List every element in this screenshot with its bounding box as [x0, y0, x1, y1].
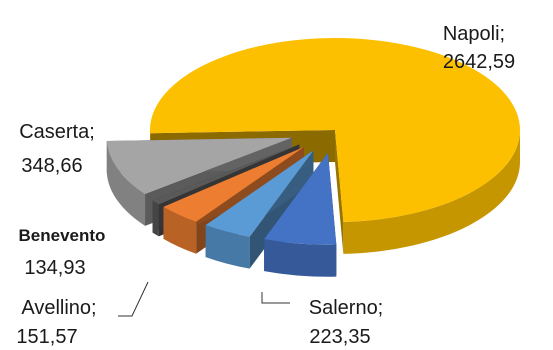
- slice-salerno-top: [264, 152, 337, 245]
- pie-slices: [106, 38, 520, 277]
- slice-benevento-rim-0: [163, 206, 197, 254]
- label-avellino-value: 151,57: [16, 326, 77, 348]
- slice-avellino-rim-0: [205, 225, 250, 269]
- slice-benevento-top: [163, 146, 304, 222]
- label-benevento-value: 134,93: [24, 257, 85, 279]
- slice-salerno: [264, 152, 337, 277]
- label-napoli-name: Napoli;: [443, 23, 505, 45]
- slice-caserta-top: [106, 137, 292, 194]
- leader-lines: [118, 281, 290, 317]
- slice-salerno-rim-0: [264, 239, 337, 277]
- slice-napoli-rim-1: [343, 130, 520, 254]
- label-salerno-value: 223,35: [309, 326, 370, 348]
- slice-avellino: [205, 150, 314, 269]
- slice-avellino-top: [205, 150, 314, 237]
- slice-unlabeled-top: [152, 144, 300, 205]
- label-caserta-name: Caserta;: [19, 121, 95, 143]
- slice-caserta-rim-0: [106, 140, 146, 226]
- label-napoli-value: 2642,59: [443, 51, 515, 73]
- leader-line-salerno: [261, 292, 290, 304]
- leader-line-avellino: [118, 281, 149, 317]
- slice-napoli-top: [150, 38, 520, 222]
- label-benevento-name: Benevento: [19, 226, 106, 245]
- label-caserta-value: 348,66: [21, 155, 82, 177]
- label-salerno-name: Salerno;: [309, 297, 384, 319]
- slice-napoli-side-end: [335, 130, 344, 254]
- label-avellino-name: Avellino;: [21, 297, 96, 319]
- slice-unlabeled-rim-0: [152, 200, 159, 237]
